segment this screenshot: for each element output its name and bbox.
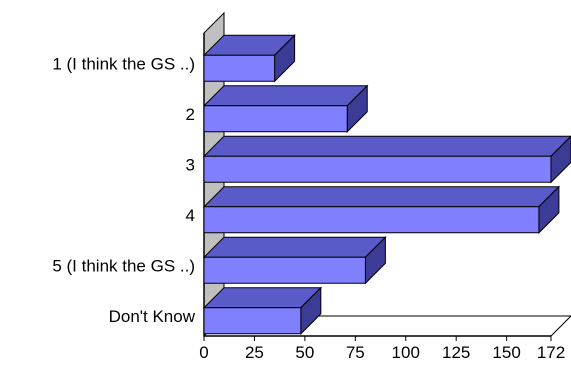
- bar-3: [202, 135, 571, 184]
- chart-bars: [202, 34, 571, 335]
- x-tick-label-50: 50: [295, 343, 314, 362]
- x-tick-label-150: 150: [492, 343, 520, 362]
- category-label-2: 2: [186, 105, 195, 124]
- bar-top-face: [202, 135, 571, 157]
- bar-top-face: [202, 85, 369, 107]
- x-tick-label-75: 75: [346, 343, 365, 362]
- bar-5: [202, 236, 387, 285]
- bar-2: [202, 84, 369, 133]
- x-axis-ticks: 0 25 50 75 100 125 150 172: [199, 336, 565, 362]
- bar-front-face: [203, 307, 302, 335]
- bar-front-face: [203, 54, 276, 82]
- category-label-1: 1 (I think the GS ..): [52, 55, 195, 74]
- x-tick-label-172: 172: [537, 343, 565, 362]
- x-tick-label-25: 25: [245, 343, 264, 362]
- bar-front-face: [203, 155, 552, 183]
- category-labels: 1 (I think the GS ..) 2 3 4 5 (I think the G…: [52, 55, 195, 327]
- x-tick-label-125: 125: [442, 343, 470, 362]
- category-label-4: 4: [186, 206, 195, 225]
- category-label-6: Don't Know: [109, 307, 196, 326]
- category-label-5: 5 (I think the GS ..): [52, 257, 195, 276]
- bar-front-face: [203, 256, 366, 284]
- bar-1: [202, 34, 296, 83]
- bar-front-face: [203, 206, 540, 234]
- bar-4: [202, 185, 561, 234]
- bar-front-face: [203, 105, 348, 133]
- bar-6: [202, 286, 323, 335]
- x-tick-label-100: 100: [392, 343, 420, 362]
- x-tick-label-0: 0: [199, 343, 208, 362]
- bar-top-face: [202, 186, 561, 208]
- bar-top-face: [202, 236, 387, 258]
- category-label-3: 3: [186, 156, 195, 175]
